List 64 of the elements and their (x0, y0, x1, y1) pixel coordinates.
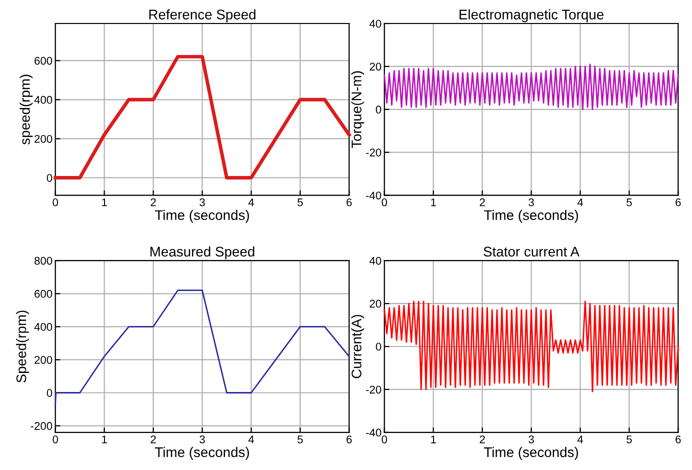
chart-title: Electromagnetic Torque (460, 9, 604, 22)
y-tick-label: 40 (370, 256, 382, 265)
y-tick-label: -200 (30, 422, 52, 430)
y-tick-label: 200 (34, 134, 52, 143)
x-tick-label: 2 (480, 198, 485, 206)
chart-title: Reference Speed (149, 9, 256, 22)
y-tick-label: -40 (366, 192, 382, 200)
y-tick-label: 800 (34, 256, 52, 265)
x-tick-label: 1 (102, 198, 107, 206)
y-tick-label: 0 (376, 342, 382, 351)
x-tick-label: 3 (528, 198, 534, 206)
y-tick-label: 600 (34, 56, 52, 65)
line-series (384, 300, 679, 392)
x-tick-label: 0 (382, 435, 388, 444)
x-tick-label: 2 (480, 435, 485, 444)
chart-title: Stator current A (484, 246, 580, 257)
x-tick-label: 0 (52, 198, 58, 206)
y-tick-label: 40 (370, 20, 382, 28)
x-tick-label: 4 (248, 436, 254, 444)
x-tick-label: 6 (346, 435, 352, 444)
x-tick-label: 4 (577, 198, 583, 206)
y-tick-label: 0 (46, 389, 52, 397)
y-axis-title: Speed(rpm) (16, 310, 29, 383)
line-series (54, 54, 351, 180)
x-tick-label: 0 (382, 198, 388, 206)
x-tick-label: 3 (528, 435, 534, 444)
y-tick-label: 0 (376, 106, 382, 114)
line-series (384, 64, 679, 110)
x-tick-label: 5 (626, 436, 632, 444)
x-axis-title: Time (seconds) (154, 210, 249, 223)
y-tick-label: 400 (34, 96, 52, 104)
y-tick-label: -20 (366, 148, 382, 156)
chart-title: Measured Speed (150, 246, 254, 260)
x-axis-title: Time (seconds) (484, 446, 578, 460)
y-tick-label: 200 (34, 356, 52, 364)
x-tick-label: 5 (298, 436, 303, 444)
x-tick-label: 6 (676, 198, 681, 206)
x-tick-label: 1 (431, 436, 436, 444)
y-axis-title: Torque(N-m) (351, 71, 364, 148)
y-tick-label: 0 (46, 174, 52, 182)
x-tick-label: 4 (577, 436, 583, 444)
x-tick-label: 1 (102, 436, 107, 444)
y-tick-label: -20 (366, 386, 382, 394)
y-tick-label: 600 (34, 290, 52, 298)
x-axis-title: Time (seconds) (484, 210, 578, 223)
y-tick-label: 400 (34, 322, 52, 331)
x-tick-label: 3 (200, 198, 205, 206)
y-tick-label: 20 (370, 300, 382, 308)
x-tick-label: 0 (52, 435, 58, 444)
x-tick-label: 6 (676, 435, 681, 444)
y-tick-label: 20 (370, 62, 382, 71)
x-tick-label: 4 (248, 198, 254, 206)
y-axis-title: Current(A) (351, 314, 364, 378)
line-series (54, 290, 350, 406)
x-tick-label: 5 (626, 198, 632, 206)
y-tick-label: -40 (366, 428, 382, 437)
x-tick-label: 3 (200, 435, 205, 444)
x-tick-label: 1 (431, 198, 436, 206)
x-tick-label: 2 (150, 435, 156, 444)
x-axis-title: Time (seconds) (154, 446, 249, 460)
x-tick-label: 6 (346, 198, 352, 206)
x-tick-label: 5 (298, 198, 303, 206)
y-axis-title: speed(rpm) (20, 74, 33, 145)
x-tick-label: 2 (150, 198, 156, 206)
